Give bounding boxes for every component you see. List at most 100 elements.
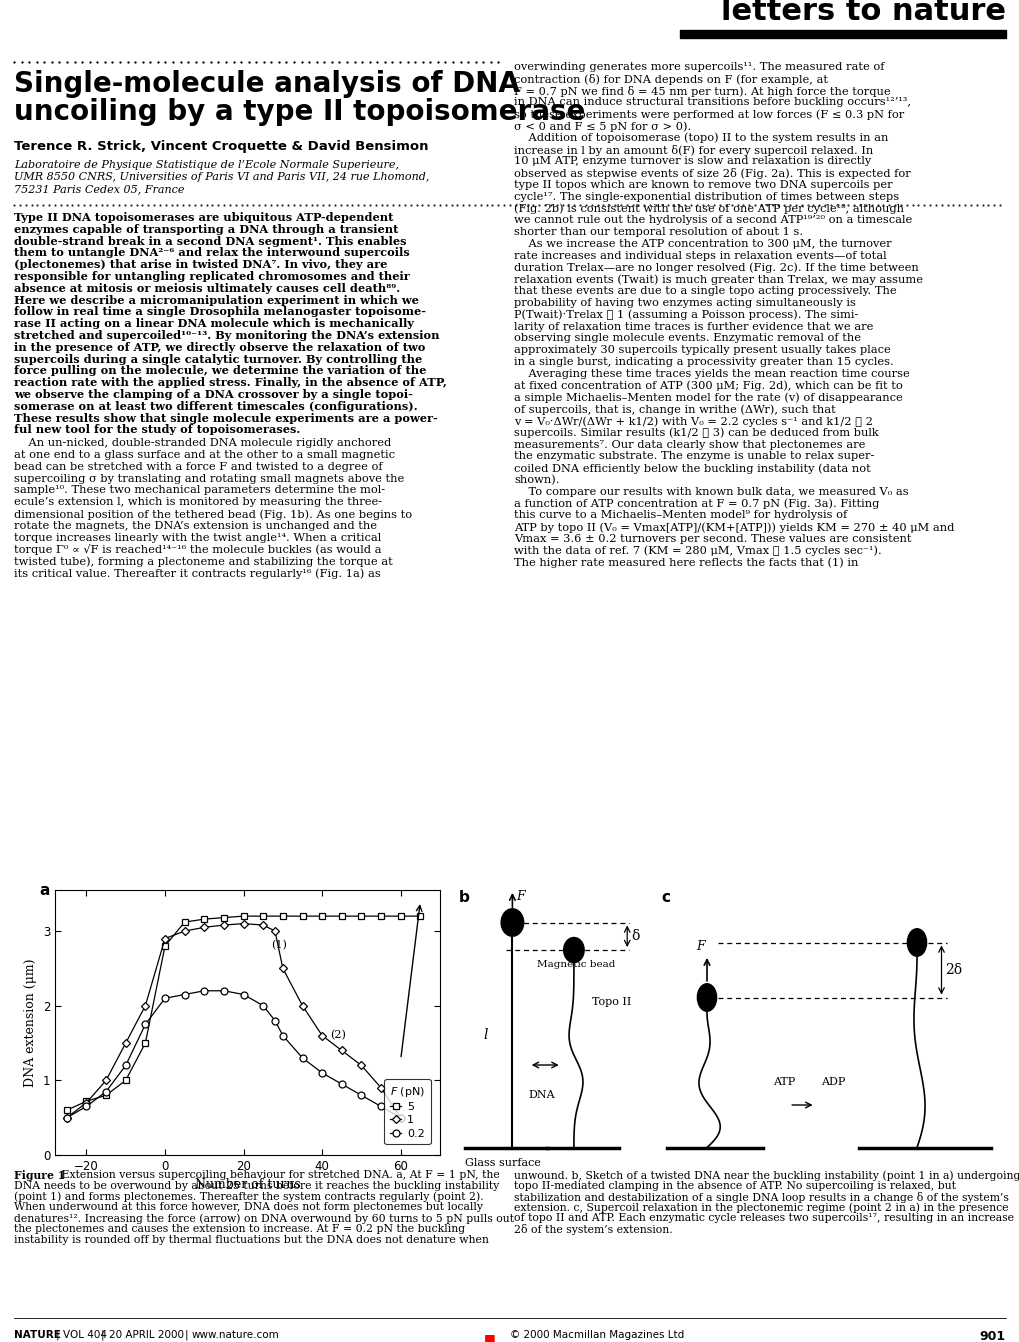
Text: bead can be stretched with a force F and twisted to a degree of: bead can be stretched with a force F and… [14,462,382,472]
Text: 2δ: 2δ [944,964,961,977]
Text: Type II DNA topoisomerases are ubiquitous ATP-dependent: Type II DNA topoisomerases are ubiquitou… [14,212,393,223]
Text: denatures¹². Increasing the force (arrow) on DNA overwound by 60 turns to 5 pN p: denatures¹². Increasing the force (arrow… [14,1213,514,1224]
Text: larity of relaxation time traces is further evidence that we are: larity of relaxation time traces is furt… [514,322,872,331]
Text: shorter than our temporal resolution of about 1 s.: shorter than our temporal resolution of … [514,227,802,238]
Text: in a single burst, indicating a processivity greater than 15 cycles.: in a single burst, indicating a processi… [514,357,893,366]
Text: coiled DNA efficiently below the buckling instability (data not: coiled DNA efficiently below the bucklin… [514,463,870,474]
Text: in the presence of ATP, we directly observe the relaxation of two: in the presence of ATP, we directly obse… [14,342,425,353]
Text: 75231 Paris Cedex 05, France: 75231 Paris Cedex 05, France [14,184,184,195]
Circle shape [907,929,925,957]
Text: Glass surface: Glass surface [465,1158,541,1168]
Text: measurements⁷. Our data clearly show that plectonemes are: measurements⁷. Our data clearly show tha… [514,440,864,450]
Text: probability of having two enzymes acting simultaneously is: probability of having two enzymes acting… [514,298,855,309]
Text: overwinding generates more supercoils¹¹. The measured rate of: overwinding generates more supercoils¹¹.… [514,62,883,72]
Text: absence at mitosis or meiosis ultimately causes cell death⁸⁹.: absence at mitosis or meiosis ultimately… [14,283,399,294]
Text: Extension versus supercoiling behaviour for stretched DNA. a, At F = 1 pN, the: Extension versus supercoiling behaviour … [58,1170,499,1180]
Text: l: l [483,1028,488,1041]
Text: relaxation events (Twait) is much greater than Trelax, we may assume: relaxation events (Twait) is much greate… [514,274,922,285]
Text: a simple Michaelis–Menten model for the rate (v) of disappearance: a simple Michaelis–Menten model for the … [514,392,902,403]
Text: NATURE: NATURE [14,1330,61,1341]
Text: cycle¹⁷. The single-exponential distribution of times between steps: cycle¹⁷. The single-exponential distribu… [514,192,898,201]
Text: double-strand break in a second DNA segment¹. This enables: double-strand break in a second DNA segm… [14,236,407,247]
Text: Magnetic bead: Magnetic bead [536,960,614,969]
Text: (2): (2) [330,1029,345,1040]
Text: These results show that single molecule experiments are a power-: These results show that single molecule … [14,412,437,424]
Text: observing single molecule events. Enzymatic removal of the: observing single molecule events. Enzyma… [514,333,860,344]
Text: them to untangle DNA²⁻⁶ and relax the interwound supercoils: them to untangle DNA²⁻⁶ and relax the in… [14,247,410,259]
Text: 10 μM ATP, enzyme turnover is slow and relaxation is directly: 10 μM ATP, enzyme turnover is slow and r… [514,157,870,166]
Text: with the data of ref. 7 (KM = 280 μM, Vmax ≅ 1.5 cycles sec⁻¹).: with the data of ref. 7 (KM = 280 μM, Vm… [514,546,880,557]
Text: ful new tool for the study of topoisomerases.: ful new tool for the study of topoisomer… [14,424,300,435]
Text: (1): (1) [271,939,286,950]
Text: at one end to a glass surface and at the other to a small magnetic: at one end to a glass surface and at the… [14,450,394,460]
Text: supercoils during a single catalytic turnover. By controlling the: supercoils during a single catalytic tur… [14,353,422,365]
Text: |: | [101,1330,105,1341]
Text: (Fig. 2b) is consistent with the use of one ATP per cycle¹⁸, although: (Fig. 2b) is consistent with the use of … [514,204,903,215]
Text: An un-nicked, double-stranded DNA molecule rigidly anchored: An un-nicked, double-stranded DNA molecu… [14,439,391,448]
Text: its critical value. Thereafter it contracts regularly¹⁶ (Fig. 1a) as: its critical value. Thereafter it contra… [14,568,380,578]
Text: Terence R. Strick, Vincent Croquette & David Bensimon: Terence R. Strick, Vincent Croquette & D… [14,140,428,153]
Text: torque Γ⁰ ∝ √F is reached¹⁴⁻¹⁶ the molecule buckles (as would a: torque Γ⁰ ∝ √F is reached¹⁴⁻¹⁶ the molec… [14,545,381,556]
Text: Laboratoire de Physique Statistique de l’Ecole Normale Superieure,: Laboratoire de Physique Statistique de l… [14,160,398,170]
X-axis label: Number of turns: Number of turns [195,1178,300,1192]
Text: |: | [184,1330,189,1341]
Text: a: a [39,883,49,898]
Text: (plectonemes) that arise in twisted DNA⁷. In vivo, they are: (plectonemes) that arise in twisted DNA⁷… [14,259,387,270]
Text: To compare our results with known bulk data, we measured V₀ as: To compare our results with known bulk d… [514,487,908,497]
Text: ■: ■ [484,1333,495,1342]
Text: 2δ of the system’s extension.: 2δ of the system’s extension. [514,1224,672,1235]
Text: topo II-mediated clamping in the absence of ATP. No supercoiling is relaxed, but: topo II-mediated clamping in the absence… [514,1181,955,1190]
Circle shape [500,909,523,937]
Text: (point 1) and forms plectonemes. Thereafter the system contracts regularly (poin: (point 1) and forms plectonemes. Thereaf… [14,1192,483,1202]
Text: the plectonemes and causes the extension to increase. At F = 0.2 pN the buckling: the plectonemes and causes the extension… [14,1224,465,1235]
Text: that these events are due to a single topo acting processively. The: that these events are due to a single to… [514,286,896,297]
Text: VOL 404: VOL 404 [63,1330,107,1341]
Text: σ < 0 and F ≤ 5 pN for σ > 0).: σ < 0 and F ≤ 5 pN for σ > 0). [514,121,691,132]
Text: v = V₀·ΔWr/(ΔWr + k1/2) with V₀ = 2.2 cycles s⁻¹ and k1/2 ≅ 2: v = V₀·ΔWr/(ΔWr + k1/2) with V₀ = 2.2 cy… [514,416,872,427]
Text: extension. c, Supercoil relaxation in the plectonemic regime (point 2 in a) in t: extension. c, Supercoil relaxation in th… [514,1202,1008,1213]
Text: shown).: shown). [514,475,559,486]
Text: δ: δ [631,929,639,943]
Text: contraction (δ) for DNA depends on F (for example, at: contraction (δ) for DNA depends on F (fo… [514,74,827,85]
Text: approximately 30 supercoils typically present usually takes place: approximately 30 supercoils typically pr… [514,345,890,356]
Text: follow in real time a single Drosophila melanogaster topoisome-: follow in real time a single Drosophila … [14,306,426,318]
Text: b: b [459,890,470,905]
Text: 901: 901 [979,1330,1005,1342]
Text: |: | [56,1330,59,1341]
Text: we observe the clamping of a DNA crossover by a single topoi-: we observe the clamping of a DNA crossov… [14,389,413,400]
Text: observed as stepwise events of size 2δ (Fig. 2a). This is expected for: observed as stepwise events of size 2δ (… [514,168,910,180]
Text: c: c [661,890,669,905]
Text: we cannot rule out the hydrolysis of a second ATP¹⁹’²⁰ on a timescale: we cannot rule out the hydrolysis of a s… [514,216,911,225]
Text: 20 APRIL 2000: 20 APRIL 2000 [109,1330,183,1341]
Text: uncoiling by a type II topoisomerase: uncoiling by a type II topoisomerase [14,98,585,126]
Text: the enzymatic substrate. The enzyme is unable to relax super-: the enzymatic substrate. The enzyme is u… [514,451,873,462]
Text: of supercoils, that is, change in writhe (ΔWr), such that: of supercoils, that is, change in writhe… [514,404,835,415]
Text: DNA: DNA [528,1090,555,1099]
Text: letters to nature: letters to nature [720,0,1005,25]
Text: torque increases linearly with the twist angle¹⁴. When a critical: torque increases linearly with the twist… [14,533,381,542]
Text: When underwound at this force however, DNA does not form plectonemes but locally: When underwound at this force however, D… [14,1202,483,1212]
Text: responsible for untangling replicated chromosomes and their: responsible for untangling replicated ch… [14,271,410,282]
Text: stabilization and destabilization of a single DNA loop results in a change δ of : stabilization and destabilization of a s… [514,1192,1008,1202]
Text: © 2000 Macmillan Magazines Ltd: © 2000 Macmillan Magazines Ltd [510,1330,684,1341]
Text: stretched and supercoiled¹⁰⁻¹³. By monitoring the DNA’s extension: stretched and supercoiled¹⁰⁻¹³. By monit… [14,330,439,341]
Text: this curve to a Michaelis–Menten model⁹ for hydrolysis of: this curve to a Michaelis–Menten model⁹ … [514,510,847,521]
Text: type II topos which are known to remove two DNA supercoils per: type II topos which are known to remove … [514,180,892,191]
Text: of topo II and ATP. Each enzymatic cycle releases two supercoils¹⁷, resulting in: of topo II and ATP. Each enzymatic cycle… [514,1213,1013,1223]
Text: in DNA can induce structural transitions before buckling occurs¹²’¹³,: in DNA can induce structural transitions… [514,98,910,107]
Text: sample¹⁰. These two mechanical parameters determine the mol-: sample¹⁰. These two mechanical parameter… [14,486,385,495]
Circle shape [564,938,584,962]
Text: Addition of topoisomerase (topo) II to the system results in an: Addition of topoisomerase (topo) II to t… [514,133,888,144]
Text: F: F [516,890,525,903]
Text: Vmax = 3.6 ± 0.2 turnovers per second. These values are consistent: Vmax = 3.6 ± 0.2 turnovers per second. T… [514,534,911,544]
Text: unwound. b, Sketch of a twisted DNA near the buckling instability (point 1 in a): unwound. b, Sketch of a twisted DNA near… [514,1170,1019,1181]
Text: ATP by topo II (V₀ = Vmax[ATP]/(KM+[ATP])) yields KM = 270 ± 40 μM and: ATP by topo II (V₀ = Vmax[ATP]/(KM+[ATP]… [514,522,954,533]
Text: DNA needs to be overwound by about 25 turns before it reaches the buckling insta: DNA needs to be overwound by about 25 tu… [14,1181,498,1190]
Circle shape [697,984,716,1012]
Text: As we increase the ATP concentration to 300 μM, the turnover: As we increase the ATP concentration to … [514,239,891,250]
Legend: 5, 1, 0.2: 5, 1, 0.2 [384,1079,430,1145]
Text: duration Trelax—are no longer resolved (Fig. 2c). If the time between: duration Trelax—are no longer resolved (… [514,263,918,274]
Text: Single-molecule analysis of DNA: Single-molecule analysis of DNA [14,70,520,98]
Text: supercoils. Similar results (k1/2 ≅ 3) can be deduced from bulk: supercoils. Similar results (k1/2 ≅ 3) c… [514,428,877,439]
Text: P(Twait)·Trelax ≪ 1 (assuming a Poisson process). The simi-: P(Twait)·Trelax ≪ 1 (assuming a Poisson … [514,310,858,321]
